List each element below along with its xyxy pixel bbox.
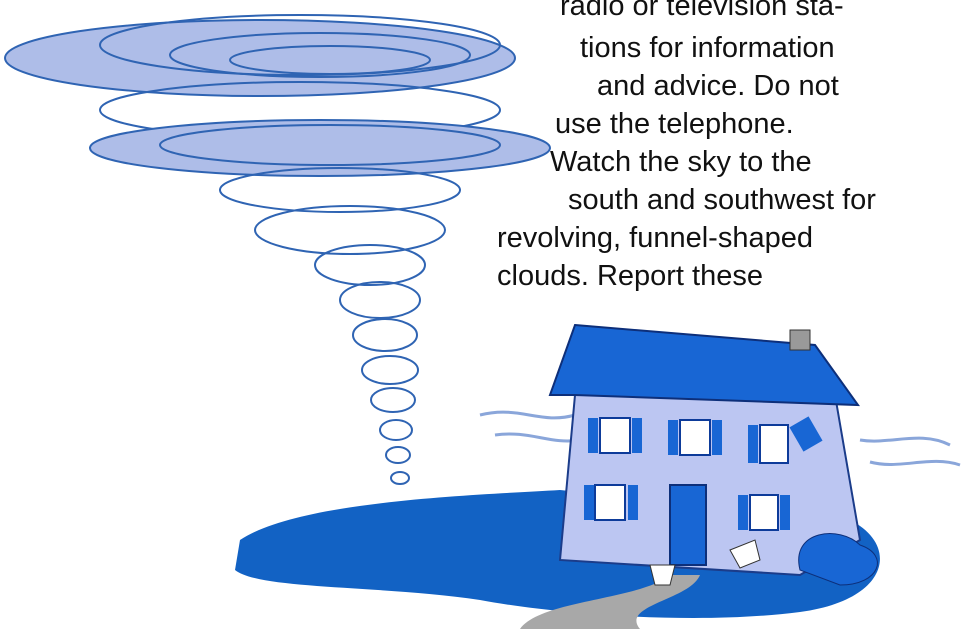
text-line: tions for information bbox=[580, 32, 835, 64]
roof bbox=[550, 325, 858, 405]
door bbox=[670, 485, 706, 565]
text-line: revolving, funnel-shaped bbox=[497, 222, 813, 254]
text-line: clouds. Report these bbox=[497, 260, 763, 292]
text-line: Watch the sky to the bbox=[550, 146, 812, 178]
text-line: and advice. Do not bbox=[597, 70, 839, 102]
tornado bbox=[5, 15, 550, 484]
text-line: south and southwest for bbox=[568, 184, 876, 216]
text-line: radio or television sta- bbox=[560, 0, 844, 22]
chimney bbox=[790, 330, 810, 350]
text-line: use the telephone. bbox=[555, 108, 794, 140]
pot bbox=[650, 565, 675, 585]
page: radio or television sta- tions for infor… bbox=[0, 0, 966, 629]
